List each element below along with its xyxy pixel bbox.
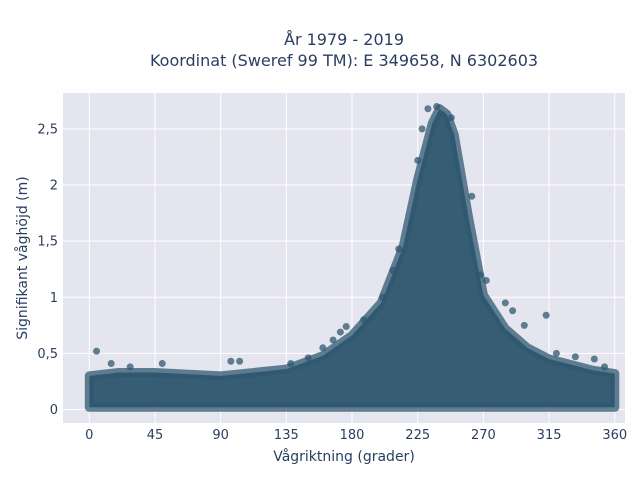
scatter-point (520, 321, 528, 329)
scatter-point (433, 102, 441, 110)
chart-title-line-1: År 1979 - 2019 (284, 30, 404, 49)
scatter-point (329, 336, 337, 344)
scatter-point (158, 360, 166, 368)
dense-point-cloud (84, 104, 620, 412)
scatter-point (107, 360, 115, 368)
scatter-point (482, 276, 490, 284)
scatter-point (468, 192, 476, 200)
x-tick-label: 360 (602, 428, 627, 443)
scatter-point (590, 355, 598, 363)
scatter-point (342, 322, 350, 330)
scatter-point (476, 271, 484, 279)
x-tick-label: 45 (147, 428, 164, 443)
scatter-point (319, 344, 327, 352)
scatter-point (389, 266, 397, 274)
scatter-point (395, 245, 403, 253)
y-tick-label: 2 (50, 179, 58, 194)
x-tick-label: 225 (405, 428, 430, 443)
scatter-point (93, 347, 101, 355)
scatter-point (379, 293, 387, 301)
outlier-points (93, 102, 609, 371)
scatter-point (126, 363, 134, 371)
x-tick-label: 180 (340, 428, 365, 443)
x-tick-label: 135 (274, 428, 299, 443)
x-axis-ticks: 0 45 90 135 180 225 270 315 360 (85, 428, 627, 443)
data-point-cloud (84, 104, 620, 412)
scatter-point (601, 363, 609, 371)
scatter-point (236, 357, 244, 365)
scatter-point (336, 328, 344, 336)
x-axis-title: Vågriktning (grader) (273, 448, 415, 465)
x-tick-label: 90 (212, 428, 229, 443)
chart-title-line-2: Koordinat (Sweref 99 TM): E 349658, N 63… (150, 51, 538, 70)
scatter-point (227, 357, 235, 365)
x-tick-label: 270 (471, 428, 496, 443)
x-tick-label: 315 (537, 428, 562, 443)
scatter-point (418, 125, 426, 133)
y-tick-label: 1 (50, 291, 58, 306)
scatter-point (509, 307, 517, 315)
y-tick-label: 1,5 (37, 235, 58, 250)
y-tick-label: 2,5 (37, 122, 58, 137)
scatter-point (447, 114, 455, 122)
y-axis-title: Signifikant våghöjd (m) (14, 176, 31, 339)
scatter-point (424, 105, 432, 113)
scatter-point (501, 299, 509, 307)
scatter-point (414, 156, 422, 164)
scatter-point (360, 316, 368, 324)
scatter-point (304, 354, 312, 362)
scatter-point (542, 311, 550, 319)
x-tick-label: 0 (85, 428, 93, 443)
y-tick-label: 0,5 (37, 347, 58, 362)
y-axis-ticks: 0 0,5 1 1,5 2 2,5 (37, 122, 58, 418)
y-tick-label: 0 (50, 403, 58, 418)
scatter-point (571, 353, 579, 361)
scatter-point (552, 349, 560, 357)
scatter-point (287, 360, 295, 368)
